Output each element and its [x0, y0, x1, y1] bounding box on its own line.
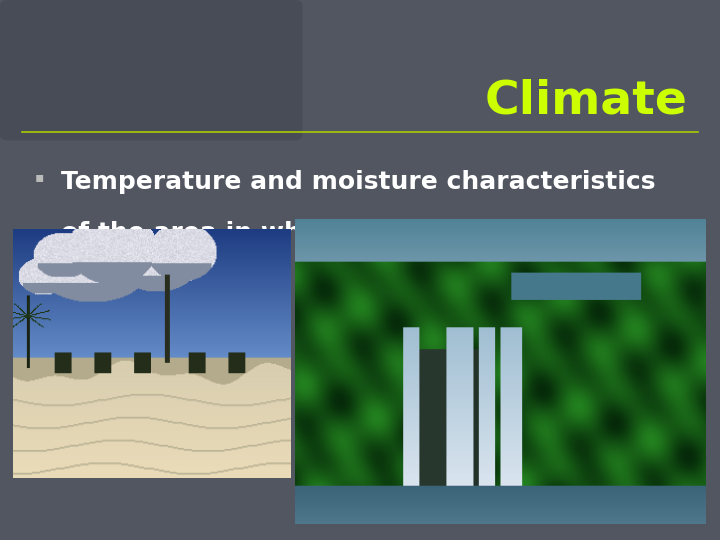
Text: ▪: ▪	[35, 170, 45, 184]
Text: of the area in which the soil was formed.: of the area in which the soil was formed…	[61, 221, 641, 245]
Text: Temperature and moisture characteristics: Temperature and moisture characteristics	[61, 170, 656, 194]
Text: Climate: Climate	[485, 78, 688, 123]
FancyBboxPatch shape	[0, 0, 302, 140]
